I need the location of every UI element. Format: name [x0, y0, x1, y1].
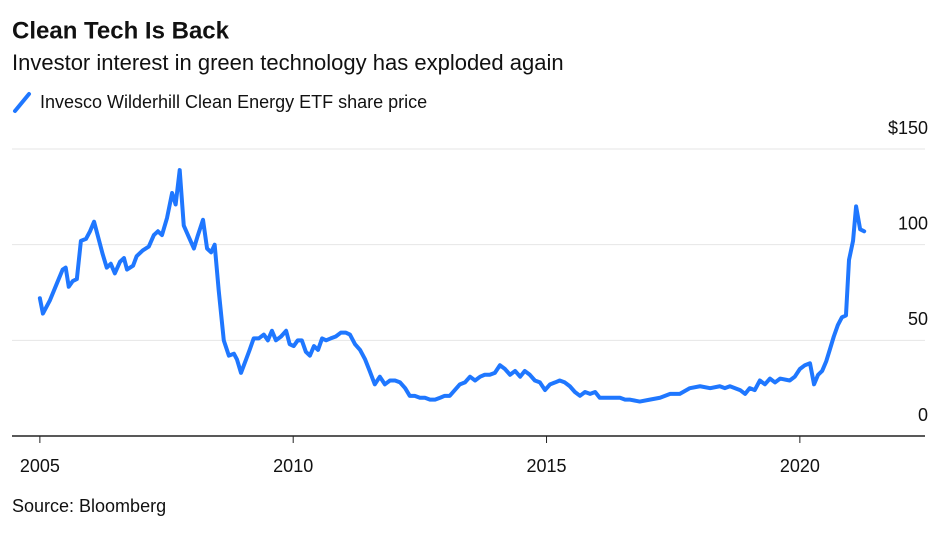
- x-tick-label: 2010: [273, 456, 313, 476]
- legend-icon: [13, 92, 31, 113]
- y-tick-label: 100: [898, 213, 928, 233]
- chart-subtitle: Investor interest in green technology ha…: [12, 50, 564, 75]
- line: [37, 168, 867, 404]
- source: Source: Bloomberg: [12, 496, 166, 516]
- y-tick-label: $150: [888, 118, 928, 138]
- y-tick-label: 0: [918, 405, 928, 425]
- x-tick-label: 2020: [780, 456, 820, 476]
- x-tick-label: 2005: [20, 456, 60, 476]
- legend-label: Invesco Wilderhill Clean Energy ETF shar…: [40, 92, 427, 112]
- x-tick-label: 2015: [527, 456, 567, 476]
- chart-title: Clean Tech Is Back: [12, 17, 230, 44]
- y-tick-label: 50: [908, 309, 928, 329]
